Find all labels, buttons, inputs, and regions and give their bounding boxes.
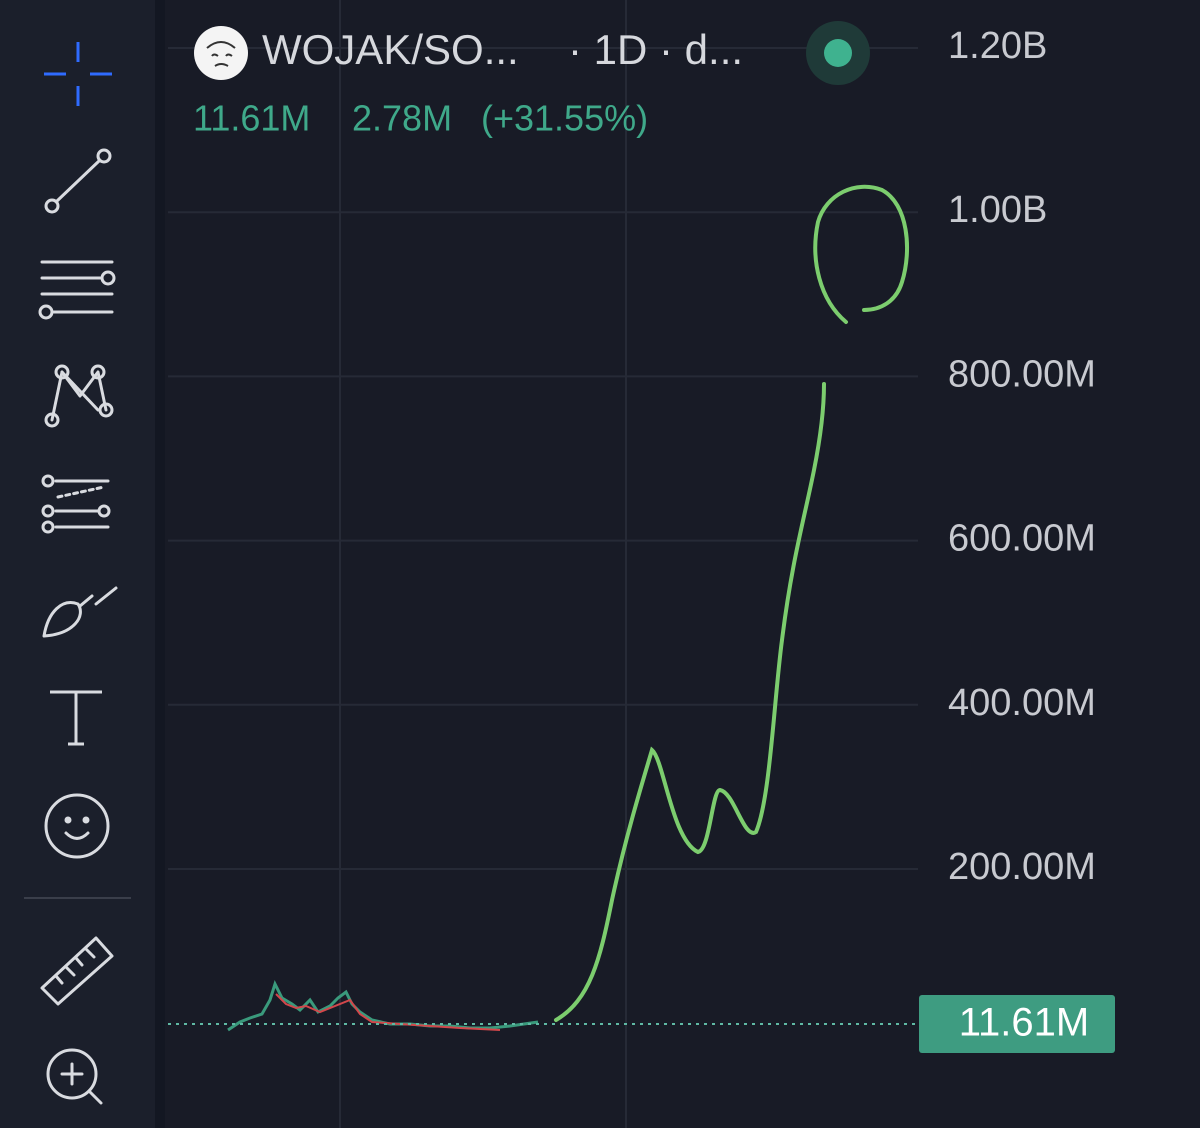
pattern-tool[interactable] — [44, 364, 114, 428]
hand-drawn-line — [554, 382, 826, 1022]
change-percent: (+31.55%) — [481, 98, 648, 139]
prediction-tool[interactable] — [41, 474, 111, 534]
ruler-tool[interactable] — [40, 936, 114, 1006]
price-series-down — [275, 993, 501, 1031]
last-price-tag — [919, 995, 1115, 1053]
last-value: 11.61M — [193, 98, 310, 139]
last-price-label: 11.61M — [959, 1001, 1089, 1045]
crosshair-tool[interactable] — [44, 42, 112, 106]
price-axis-label: 200.00M — [948, 846, 1096, 888]
trend-line-tool[interactable] — [44, 148, 112, 214]
grid — [168, 0, 918, 1128]
hand-drawn-circle — [813, 184, 909, 324]
chart-area — [165, 0, 1200, 1128]
price-axis-label: 1.20B — [948, 25, 1047, 67]
symbol[interactable]: WOJAK/SO... — [262, 26, 519, 73]
interval[interactable]: · 1D · d... — [568, 26, 743, 73]
symbol-icon[interactable] — [194, 26, 248, 80]
price-axis-label: 800.00M — [948, 353, 1096, 395]
text-tool[interactable] — [50, 690, 102, 746]
brush-tool[interactable] — [42, 586, 118, 638]
toolbar — [0, 0, 155, 1128]
fib-tool[interactable] — [38, 260, 116, 320]
emoji-tool[interactable] — [44, 793, 110, 859]
price-axis-label: 600.00M — [948, 518, 1096, 560]
status-dot — [824, 39, 852, 67]
price-axis-label: 1.00B — [948, 189, 1047, 231]
zoom-tool[interactable] — [46, 1048, 103, 1105]
price-series — [227, 980, 539, 1032]
price-axis-label: 400.00M — [948, 682, 1096, 724]
change: 2.78M — [352, 98, 452, 139]
